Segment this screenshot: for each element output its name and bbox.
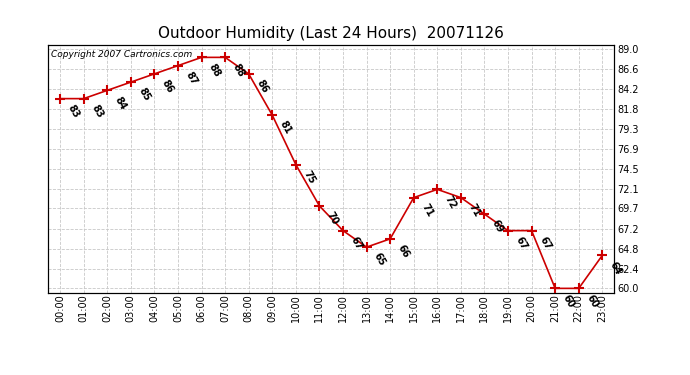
Text: 67: 67 <box>537 235 553 252</box>
Text: 64: 64 <box>608 260 623 276</box>
Text: 72: 72 <box>443 194 458 210</box>
Text: 88: 88 <box>230 62 246 78</box>
Text: 65: 65 <box>372 251 388 268</box>
Text: 60: 60 <box>584 292 600 309</box>
Text: 69: 69 <box>490 218 505 235</box>
Text: 88: 88 <box>207 62 223 78</box>
Text: 84: 84 <box>112 94 128 111</box>
Text: 70: 70 <box>325 210 340 227</box>
Text: 71: 71 <box>420 202 435 219</box>
Text: 67: 67 <box>513 235 529 252</box>
Text: 60: 60 <box>561 292 576 309</box>
Text: 83: 83 <box>89 103 105 120</box>
Text: 85: 85 <box>137 86 152 103</box>
Text: 75: 75 <box>302 169 317 186</box>
Text: 83: 83 <box>66 103 81 120</box>
Text: 87: 87 <box>184 70 199 87</box>
Text: 66: 66 <box>395 243 411 260</box>
Text: 71: 71 <box>466 202 482 219</box>
Text: 67: 67 <box>348 235 364 252</box>
Text: Copyright 2007 Cartronics.com: Copyright 2007 Cartronics.com <box>51 50 193 59</box>
Text: 81: 81 <box>278 119 293 136</box>
Text: 86: 86 <box>160 78 175 95</box>
Title: Outdoor Humidity (Last 24 Hours)  20071126: Outdoor Humidity (Last 24 Hours) 2007112… <box>158 26 504 41</box>
Text: 86: 86 <box>254 78 270 95</box>
